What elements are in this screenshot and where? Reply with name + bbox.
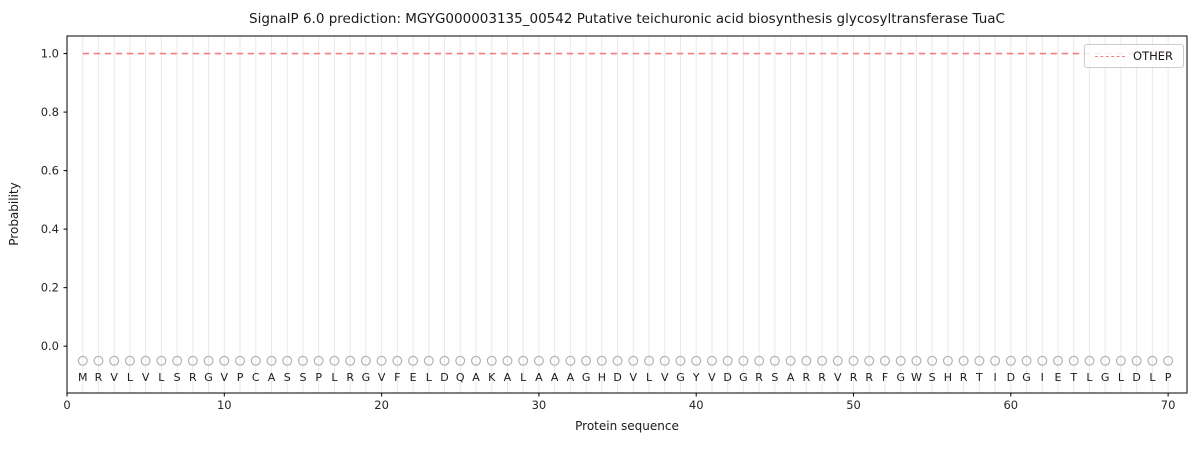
gridlines	[82, 36, 1169, 393]
svg-text:G: G	[1022, 371, 1031, 384]
svg-text:L: L	[520, 371, 527, 384]
svg-text:0.8: 0.8	[41, 105, 59, 119]
svg-text:G: G	[204, 371, 213, 384]
svg-text:R: R	[802, 371, 810, 384]
svg-text:D: D	[440, 371, 448, 384]
svg-text:10: 10	[217, 398, 232, 412]
svg-text:D: D	[613, 371, 621, 384]
svg-text:P: P	[1165, 371, 1172, 384]
svg-text:L: L	[1086, 371, 1093, 384]
svg-text:E: E	[1055, 371, 1062, 384]
svg-text:H: H	[598, 371, 606, 384]
svg-text:E: E	[410, 371, 417, 384]
svg-text:A: A	[472, 371, 480, 384]
svg-text:G: G	[739, 371, 748, 384]
svg-text:S: S	[284, 371, 291, 384]
svg-text:V: V	[708, 371, 716, 384]
svg-text:A: A	[567, 371, 575, 384]
chart-title: SignalP 6.0 prediction: MGYG000003135_00…	[249, 11, 1005, 27]
svg-text:R: R	[818, 371, 826, 384]
svg-text:R: R	[95, 371, 103, 384]
svg-text:A: A	[268, 371, 276, 384]
svg-text:T: T	[1069, 371, 1077, 384]
svg-text:I: I	[993, 371, 996, 384]
svg-text:R: R	[865, 371, 873, 384]
svg-text:1.0: 1.0	[41, 47, 59, 61]
legend-line-sample	[1095, 55, 1126, 57]
svg-text:0.0: 0.0	[41, 339, 59, 353]
svg-text:A: A	[504, 371, 512, 384]
svg-text:L: L	[426, 371, 433, 384]
svg-text:C: C	[252, 371, 260, 384]
svg-text:V: V	[834, 371, 842, 384]
svg-text:D: D	[1132, 371, 1140, 384]
svg-text:G: G	[362, 371, 371, 384]
svg-text:G: G	[676, 371, 685, 384]
residue-markers	[77, 355, 1174, 366]
svg-text:V: V	[630, 371, 638, 384]
svg-text:A: A	[535, 371, 543, 384]
svg-text:S: S	[174, 371, 181, 384]
svg-text:G: G	[1101, 371, 1110, 384]
svg-text:40: 40	[689, 398, 704, 412]
svg-text:0.6: 0.6	[41, 164, 59, 178]
x-axis-label: Protein sequence	[575, 419, 679, 433]
svg-text:V: V	[221, 371, 229, 384]
svg-text:I: I	[1041, 371, 1044, 384]
svg-text:S: S	[771, 371, 778, 384]
svg-text:Q: Q	[456, 371, 465, 384]
x-tick-labels: 0 10 20 30 40 50 60 70	[63, 393, 1175, 412]
svg-text:D: D	[1007, 371, 1015, 384]
y-axis-label: Probability	[7, 182, 21, 246]
svg-text:0.2: 0.2	[41, 281, 59, 295]
svg-text:Y: Y	[692, 371, 700, 384]
svg-text:V: V	[110, 371, 118, 384]
svg-text:R: R	[189, 371, 197, 384]
legend-label: OTHER	[1133, 49, 1173, 63]
svg-text:70: 70	[1161, 398, 1176, 412]
svg-text:60: 60	[1003, 398, 1018, 412]
svg-text:M: M	[78, 371, 88, 384]
svg-text:R: R	[755, 371, 763, 384]
svg-text:K: K	[488, 371, 496, 384]
svg-text:L: L	[646, 371, 653, 384]
svg-text:A: A	[787, 371, 795, 384]
svg-text:F: F	[882, 371, 888, 384]
svg-text:20: 20	[374, 398, 389, 412]
svg-text:R: R	[850, 371, 858, 384]
svg-text:0: 0	[63, 398, 70, 412]
svg-text:30: 30	[532, 398, 547, 412]
svg-text:G: G	[582, 371, 591, 384]
svg-text:V: V	[378, 371, 386, 384]
svg-text:G: G	[896, 371, 905, 384]
svg-text:0.4: 0.4	[41, 222, 59, 236]
svg-text:D: D	[723, 371, 731, 384]
svg-text:S: S	[299, 371, 306, 384]
svg-text:P: P	[237, 371, 244, 384]
svg-text:H: H	[944, 371, 952, 384]
svg-text:A: A	[551, 371, 559, 384]
svg-text:L: L	[127, 371, 134, 384]
axes-frame	[66, 35, 1188, 394]
svg-text:L: L	[158, 371, 165, 384]
svg-text:F: F	[394, 371, 400, 384]
svg-text:50: 50	[846, 398, 861, 412]
svg-text:L: L	[1118, 371, 1125, 384]
legend: OTHER	[1084, 44, 1184, 68]
svg-text:W: W	[911, 371, 922, 384]
svg-text:R: R	[346, 371, 354, 384]
svg-text:V: V	[142, 371, 150, 384]
svg-text:T: T	[975, 371, 983, 384]
svg-text:P: P	[315, 371, 322, 384]
svg-text:L: L	[331, 371, 338, 384]
y-tick-labels: 0.0 0.2 0.4 0.6 0.8 1.0	[41, 47, 67, 353]
svg-text:V: V	[661, 371, 669, 384]
svg-text:L: L	[1149, 371, 1156, 384]
svg-text:S: S	[929, 371, 936, 384]
svg-text:R: R	[960, 371, 968, 384]
